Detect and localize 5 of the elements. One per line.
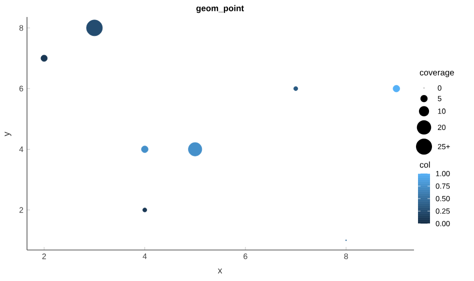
legend-title: coverage [420, 70, 454, 78]
x-axis-title: x [218, 268, 222, 274]
y-axis-title: y [4, 132, 12, 136]
color-bar-title: col [420, 161, 430, 168]
chart-title: geom_point [196, 5, 244, 13]
